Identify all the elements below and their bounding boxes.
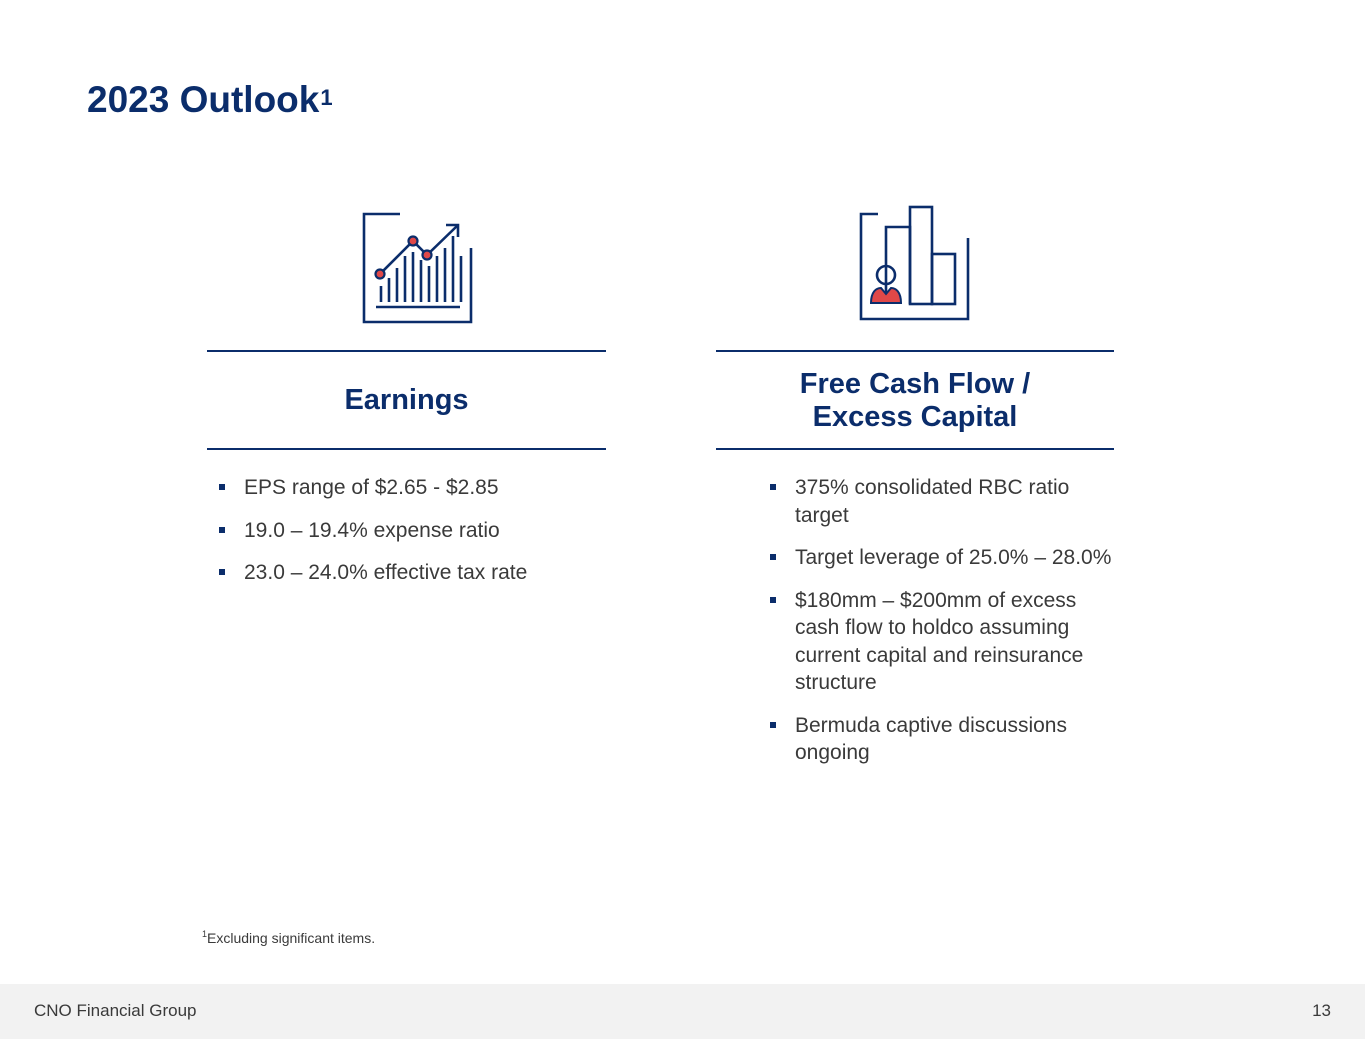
footnote: 1Excluding significant items. <box>202 929 376 946</box>
fcf-top-rule <box>716 350 1114 352</box>
page-title-footnote-marker: 1 <box>320 85 333 110</box>
bullet-square-icon <box>770 596 776 603</box>
footnote-marker: 1 <box>202 929 208 939</box>
bullet-square-icon <box>219 484 225 490</box>
bullet-text: 23.0 – 24.0% effective tax rate <box>244 561 528 584</box>
bullet-text: Target leverage of 25.0% – 28.0% <box>795 546 1112 569</box>
fcf-heading-line1: Free Cash Flow / <box>799 368 1031 400</box>
earnings-bullet-list: EPS range of $2.65 - $2.85 19.0 – 19.4% … <box>218 474 598 602</box>
bullet-text: EPS range of $2.65 - $2.85 <box>244 476 499 499</box>
fcf-heading-line2: Excess Capital <box>812 401 1018 433</box>
fcf-bullet-list: 375% consolidated RBC ratio target Targe… <box>769 474 1149 782</box>
bullet-square-icon <box>770 484 776 490</box>
bullet-square-icon <box>219 526 225 533</box>
footnote-text: Excluding significant items. <box>207 930 376 946</box>
footer-company-name: CNO Financial Group <box>34 1001 197 1020</box>
bullet-item: $180mm – $200mm of excess cash flow to h… <box>769 587 1114 697</box>
earnings-heading: Earnings <box>344 384 469 416</box>
bullet-item: Bermuda captive discussions ongoing <box>769 712 1099 767</box>
bullet-item: Target leverage of 25.0% – 28.0% <box>769 544 1149 572</box>
line-chart-icon <box>362 212 473 324</box>
bullet-square-icon <box>219 569 225 575</box>
page-title: 2023 Outlook1 <box>87 78 333 122</box>
bullet-text: Bermuda captive discussions ongoing <box>795 713 1067 765</box>
fcf-heading: Free Cash Flow / Excess Capital <box>716 368 1114 434</box>
bullet-item: 375% consolidated RBC ratio target <box>769 474 1099 529</box>
footer-bar: CNO Financial Group 13 <box>0 984 1365 1039</box>
bullet-item: EPS range of $2.65 - $2.85 <box>218 474 598 502</box>
bullet-square-icon <box>770 721 776 728</box>
page-number: 13 <box>1312 1001 1331 1020</box>
earnings-top-rule <box>207 350 606 352</box>
bullet-item: 23.0 – 24.0% effective tax rate <box>218 559 598 587</box>
bullet-text: 19.0 – 19.4% expense ratio <box>244 518 500 542</box>
person-bar-chart-icon <box>859 205 970 321</box>
page-title-text: 2023 Outlook <box>87 79 320 120</box>
bullet-square-icon <box>770 554 776 560</box>
bullet-item: 19.0 – 19.4% expense ratio <box>218 517 598 545</box>
bullet-text: 375% consolidated RBC ratio target <box>795 476 1070 527</box>
fcf-bottom-rule <box>716 448 1114 450</box>
bullet-text: $180mm – $200mm of excess cash flow to h… <box>795 588 1084 695</box>
earnings-bottom-rule <box>207 448 606 450</box>
